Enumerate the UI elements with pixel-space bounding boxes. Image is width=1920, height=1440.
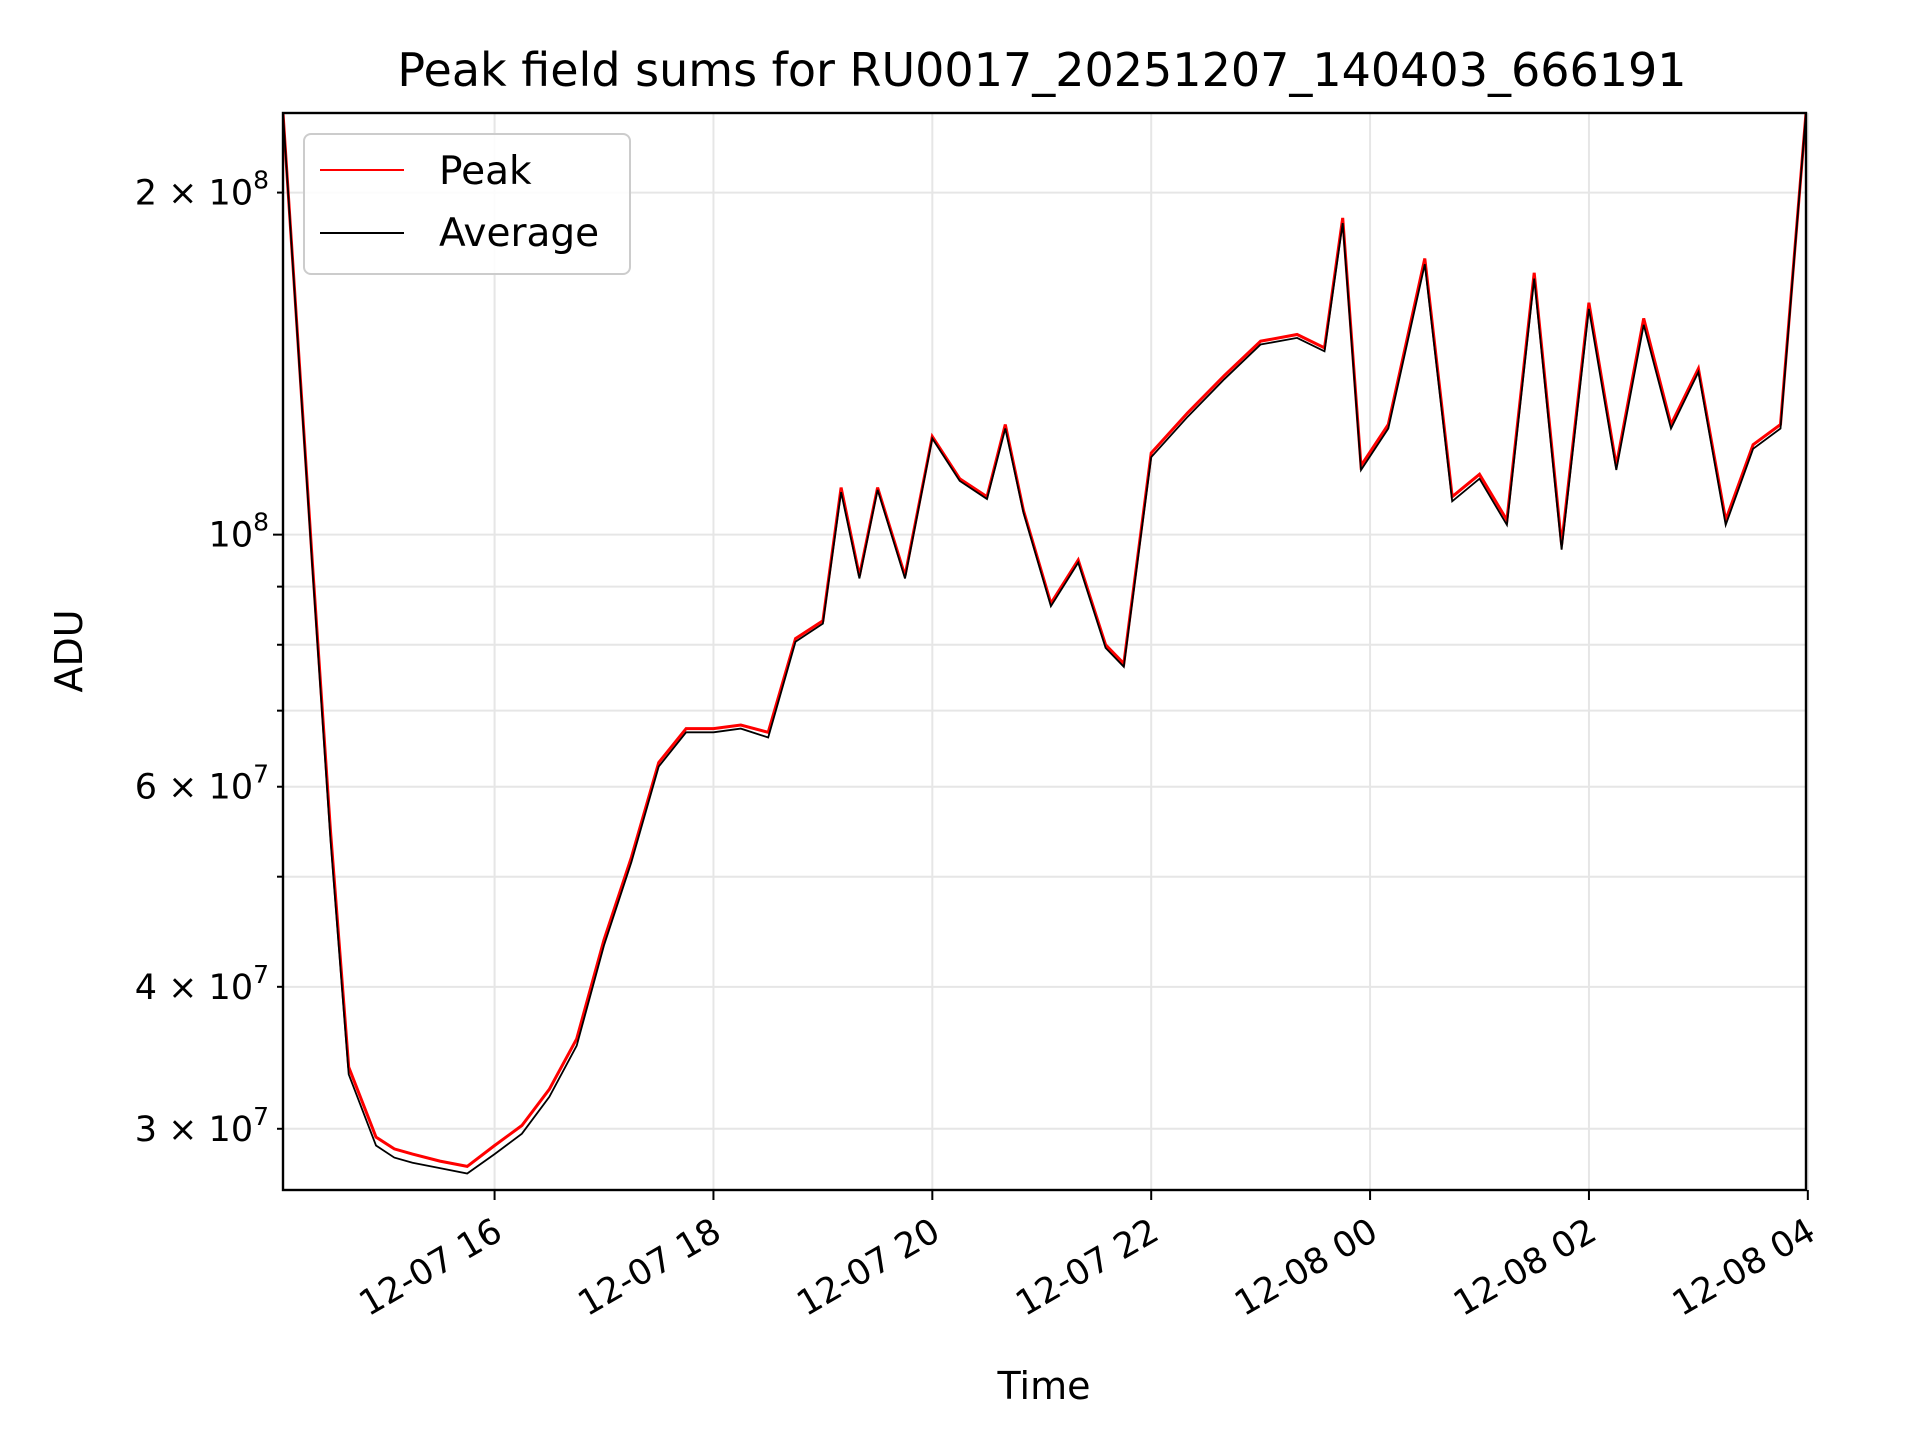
- y-tick-label: 108: [209, 508, 269, 556]
- series-line-average: [283, 113, 1806, 1175]
- legend-label-average: Average: [439, 211, 599, 256]
- x-axis-label: Time: [997, 1364, 1091, 1408]
- y-axis-label: ADU: [47, 609, 91, 692]
- x-tick-label: 12-07 18: [572, 1211, 728, 1324]
- x-tick-label: 12-07 20: [791, 1211, 947, 1324]
- x-tick-label: 12-08 02: [1447, 1211, 1603, 1324]
- y-tick-label: 6 × 107: [135, 760, 269, 808]
- y-tick-label: 4 × 107: [135, 960, 269, 1008]
- x-tick-label: 12-07 22: [1009, 1211, 1165, 1324]
- plot-frame: [281, 111, 1808, 1192]
- legend-label-peak: Peak: [439, 149, 532, 194]
- tick-layer: 108 2 × 108 3 × 107 4 × 107 6 × 107 12-07 16 1…: [135, 166, 1823, 1325]
- y-tick-label: 2 × 108: [135, 166, 269, 214]
- x-tick-label: 12-08 00: [1228, 1211, 1384, 1324]
- y-tick-label: 3 × 107: [135, 1102, 269, 1150]
- x-tick-label: 12-08 04: [1666, 1211, 1822, 1324]
- legend: Peak Average: [303, 133, 631, 275]
- grid-layer: [283, 113, 1809, 1190]
- chart-title: Peak field sums for RU0017_20251207_1404…: [397, 43, 1686, 97]
- series-layer: [283, 113, 1806, 1175]
- x-tick-label: 12-07 16: [353, 1211, 509, 1324]
